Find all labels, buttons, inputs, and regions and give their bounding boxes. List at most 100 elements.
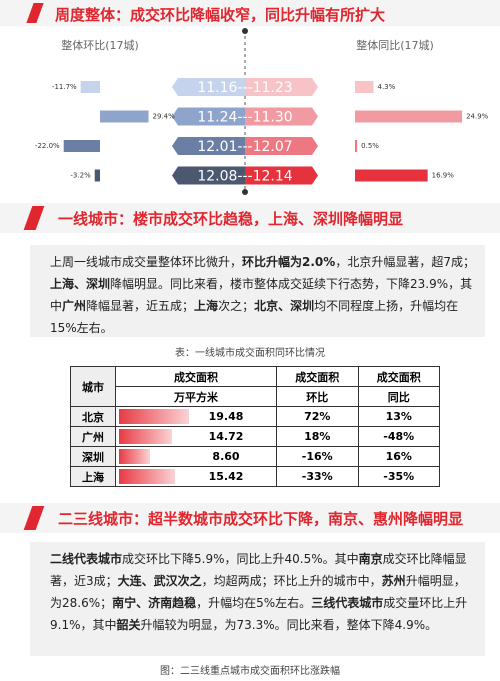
bar: [100, 110, 149, 123]
ribbon-left: [172, 78, 245, 96]
paragraph: 二线代表城市成交环比下降5.9%，同比上升40.5%。其中南京成交环比降幅显著，…: [30, 542, 485, 656]
table-cell: 19.48: [115, 406, 277, 427]
slash: [23, 206, 45, 230]
ribbon-right: [245, 137, 318, 155]
cell-value: 19.48: [208, 410, 244, 423]
bar: [355, 140, 358, 152]
value-label: -22.0%: [35, 142, 60, 150]
header-cell: 成交面积: [357, 366, 440, 387]
table-cell: 广州: [70, 426, 116, 447]
text-run: 环比升幅为2.0%: [242, 255, 336, 269]
cell-value: 8.60: [212, 450, 240, 463]
table-row: 北京 19.48 72% 13%: [70, 406, 440, 427]
section-title: 二三线城市：超半数城市成交环比下降，南京、惠州降幅明显: [58, 510, 464, 528]
text-run: 苏州: [381, 574, 406, 588]
value-label: 0.5%: [361, 142, 379, 150]
legend-left: 整体环比(17城): [61, 38, 139, 52]
ribbon-left: [172, 107, 245, 126]
data-bar: [119, 449, 150, 464]
chart-title: 周度整体：成交环比降幅收窄，同比升幅有所扩大: [55, 6, 386, 24]
text-run: 升幅较为明显，为73.3%。同比来看，整体下降4.9%。: [140, 618, 438, 632]
category-label: 12.08---12.14: [197, 169, 292, 185]
data-bar: [119, 409, 190, 424]
table-cell: -33%: [276, 466, 359, 487]
legend-right: 整体同比(17城): [356, 38, 434, 52]
data-bar: [119, 469, 175, 484]
table-cell: 深圳: [70, 446, 116, 467]
header-cell: 成交面积: [115, 366, 277, 387]
table-cell: 18%: [276, 426, 359, 447]
text-run: 成交量环比上升9.1%，其中: [50, 596, 468, 632]
caption: 图：二三线重点城市成交面积环比涨跌幅: [160, 666, 340, 677]
cell-value: 15.42: [208, 470, 244, 483]
text-run: ，北京升幅显著，超7成；: [335, 255, 475, 269]
table-cell: -16%: [276, 446, 359, 467]
text-run: 大连、武汉次之: [117, 574, 202, 588]
value-label: -3.2%: [70, 172, 91, 180]
header-cell: 成交面积: [276, 366, 359, 387]
text-run: 成交环比降幅显著，近3成；: [50, 552, 467, 588]
bar: [355, 169, 428, 182]
text-run: 上海: [194, 299, 219, 313]
text-run: 广州: [62, 299, 87, 313]
ribbon-right: [245, 166, 318, 185]
header-cell: 同比: [357, 386, 440, 407]
table-cell: 13%: [357, 406, 440, 427]
text-run: 降幅显著，近五成；: [86, 299, 195, 313]
table-cell: 8.60: [115, 446, 277, 467]
text-run: 三线代表城市: [311, 596, 384, 610]
table-row: 深圳 8.60 -16% 16%: [70, 446, 440, 467]
table-row: 上海 15.42 -33% -35%: [70, 466, 440, 487]
text-run: 北京、深圳: [254, 299, 315, 313]
cell-value: 14.72: [208, 430, 244, 443]
header-row: 城市 成交面积 成交面积 成交面积: [70, 366, 440, 407]
table-cell: 72%: [276, 406, 359, 427]
value-label: 16.9%: [432, 172, 455, 180]
text-run: 南京: [358, 552, 383, 566]
table-cell: 16%: [357, 446, 440, 467]
header-band: 周度整体：成交环比降幅收窄，同比升幅有所扩大: [0, 0, 500, 26]
ribbon-right: [245, 107, 318, 126]
text-run: ，均超两成；环比上升的城市中，: [201, 574, 382, 588]
center-dot: [242, 28, 248, 34]
ribbon-left: [172, 137, 245, 155]
text-run: ，升幅均在5%左右。: [196, 596, 312, 610]
center-dot: [242, 189, 248, 195]
ribbon-left: [172, 166, 245, 185]
text-run: 成交环比下降5.9%，同比上升40.5%。其中: [122, 552, 359, 566]
ribbon-right: [245, 78, 318, 96]
bar: [80, 81, 100, 93]
header-cell: 环比: [276, 386, 359, 407]
bar: [63, 140, 100, 152]
bar: [355, 110, 463, 123]
table-cell: 上海: [70, 466, 116, 487]
category-label: 11.24---11.30: [197, 110, 292, 126]
table-row: 广州 14.72 18% -48%: [70, 426, 440, 447]
caption: 表：一线城市成交面积同环比情况: [175, 348, 325, 359]
text-run: 韶关: [116, 618, 141, 632]
bar: [355, 81, 374, 93]
text-run: 均不同程度上扬，升幅均在15%左右。: [50, 299, 459, 335]
table-cell: 14.72: [115, 426, 277, 447]
chart: 整体环比(17城) 整体同比(17城) 11.16---11.23 -11.7% 4…: [35, 28, 489, 195]
section-title-band: 二三线城市：超半数城市成交环比下降，南京、惠州降幅明显: [0, 503, 500, 533]
text-run: 次之；: [218, 299, 255, 313]
text-run: 南宁、济南趋稳: [112, 596, 197, 610]
section-title: 一线城市：楼市成交环比趋稳，上海、深圳降幅明显: [58, 210, 404, 228]
data-bar: [119, 429, 172, 444]
text-run: 降幅明显。同比来看，楼市整体成交延续下行态势，下降23.9%，其中: [50, 277, 473, 313]
table-cell: 北京: [70, 406, 116, 427]
header-cell: 万平方米: [115, 386, 277, 407]
table-cell: 15.42: [115, 466, 277, 487]
header-row: 万平方米 环比 同比: [71, 386, 440, 407]
header-slash: [26, 3, 44, 23]
table-cell: -48%: [357, 426, 440, 447]
paragraph: 上周一线城市成交量整体环比微升，环比升幅为2.0%，北京升幅显著，超7成； 上海、…: [30, 245, 485, 337]
text-run: 二线代表城市: [50, 552, 123, 566]
text-run: 上周一线城市成交量整体环比微升，: [50, 255, 243, 269]
text-run: 上海、深圳: [50, 277, 111, 291]
value-label: -11.7%: [52, 83, 77, 91]
category-label: 11.16---11.23: [197, 80, 292, 96]
value-label: 4.3%: [377, 83, 395, 91]
